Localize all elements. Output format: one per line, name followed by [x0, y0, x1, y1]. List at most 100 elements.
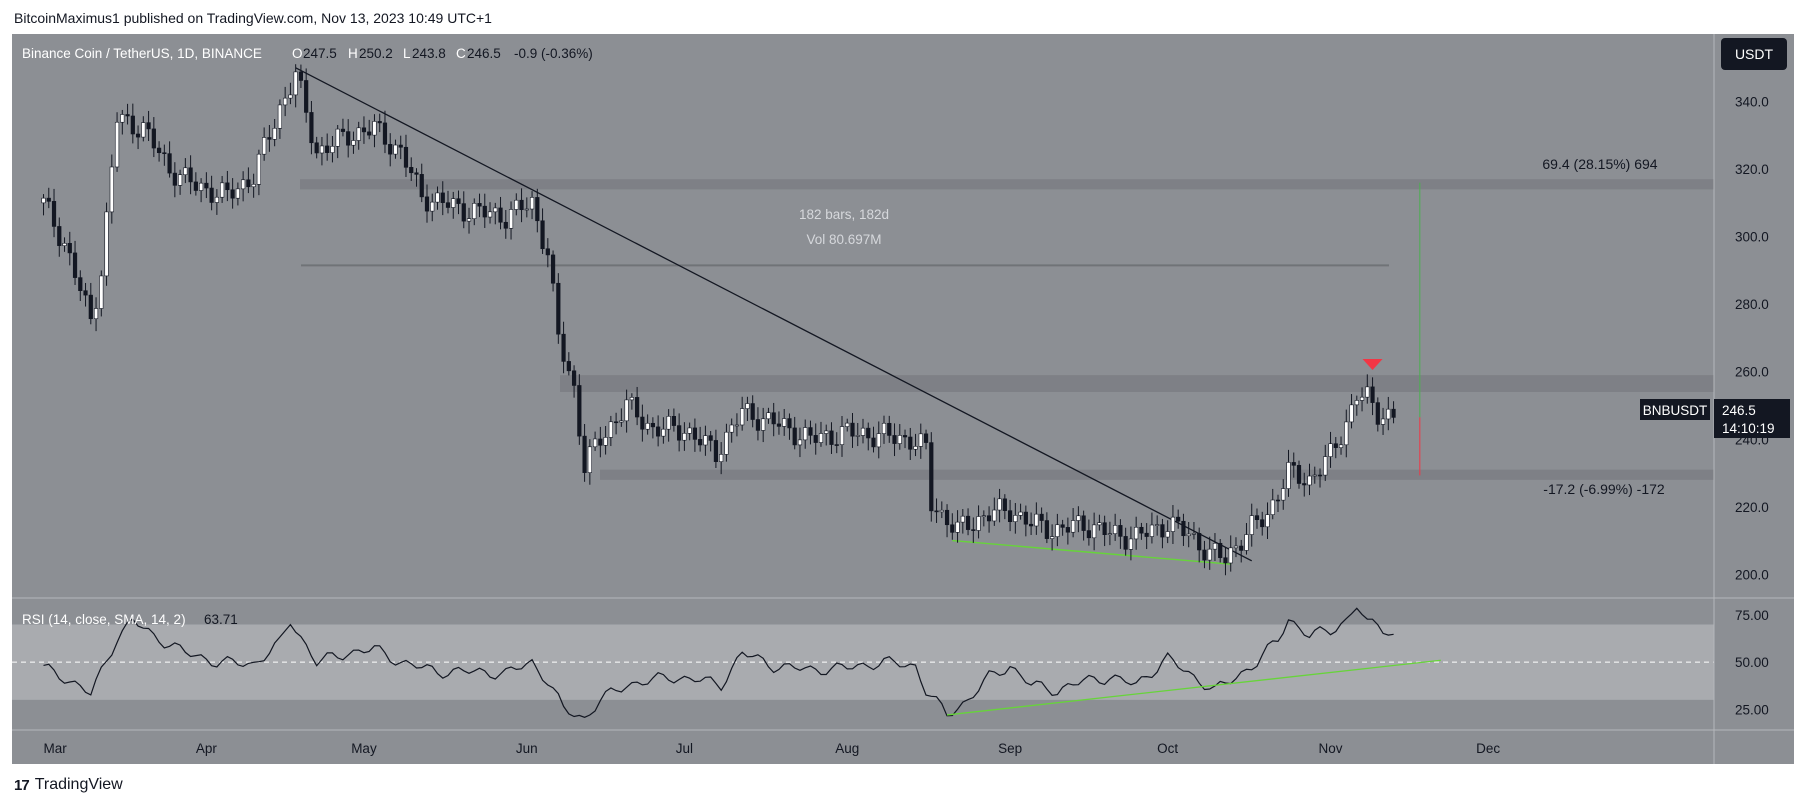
- candle: [1260, 519, 1265, 528]
- candle: [787, 418, 792, 429]
- candle: [724, 431, 729, 455]
- candle: [734, 424, 740, 427]
- price-axis-label: 280.0: [1735, 297, 1769, 312]
- price-axis-label: 300.0: [1735, 230, 1769, 245]
- legend-low-value: 243.8: [412, 46, 446, 61]
- candle: [1239, 545, 1244, 551]
- candle: [577, 385, 582, 437]
- candle: [435, 192, 440, 203]
- time-axis-label: Nov: [1319, 741, 1343, 756]
- candle: [761, 418, 766, 431]
- candle: [960, 515, 965, 523]
- candle: [829, 430, 834, 445]
- candle: [703, 435, 708, 446]
- candle: [51, 201, 57, 227]
- candle: [466, 218, 472, 222]
- candle: [1254, 515, 1260, 520]
- candle: [146, 122, 151, 130]
- footer-brand[interactable]: 17 TradingView: [14, 776, 123, 794]
- candle: [755, 419, 761, 431]
- candle: [1050, 536, 1055, 539]
- candle: [986, 515, 992, 522]
- candle: [782, 418, 787, 427]
- candle: [477, 203, 482, 207]
- candle: [587, 446, 592, 473]
- rsi-axis-label: 75.00: [1735, 608, 1769, 623]
- candle: [382, 122, 388, 145]
- candle: [309, 112, 314, 144]
- candle: [892, 435, 897, 444]
- candle: [393, 144, 398, 155]
- candle: [125, 114, 130, 117]
- candle: [713, 440, 719, 462]
- candle: [335, 128, 340, 147]
- candle: [913, 446, 918, 450]
- candle: [1002, 498, 1007, 511]
- candle: [130, 115, 135, 135]
- candle: [1207, 548, 1212, 561]
- candle: [824, 430, 829, 434]
- time-axis-label: Apr: [196, 741, 218, 756]
- candle: [661, 428, 666, 437]
- candle: [635, 397, 640, 418]
- candle: [267, 137, 272, 140]
- legend-close-value: 246.5: [467, 46, 501, 61]
- candle: [981, 515, 986, 518]
- candle: [514, 199, 519, 210]
- candle: [1034, 513, 1039, 527]
- candle: [934, 510, 939, 513]
- candle: [99, 275, 104, 309]
- candle: [1328, 443, 1333, 457]
- candle: [740, 408, 745, 426]
- candle: [1233, 545, 1239, 549]
- candle: [340, 128, 346, 132]
- candle: [929, 442, 934, 512]
- candle: [908, 436, 913, 450]
- candle: [461, 203, 466, 222]
- candle: [88, 294, 93, 320]
- candle: [1386, 408, 1391, 420]
- candle: [135, 133, 141, 138]
- candle: [204, 182, 209, 189]
- candle: [939, 509, 944, 513]
- candle: [519, 199, 524, 211]
- candle: [1165, 531, 1170, 538]
- candle: [1144, 532, 1149, 537]
- horizontal-zone: [560, 375, 1714, 392]
- candle: [1071, 520, 1076, 533]
- candle: [72, 252, 78, 278]
- candle: [839, 426, 845, 445]
- candle: [482, 205, 487, 218]
- candle: [624, 399, 629, 422]
- legend-low-label: L: [403, 46, 411, 61]
- candle: [1186, 533, 1191, 537]
- measure-down-label: -17.2 (-6.99%) -172: [1543, 481, 1665, 497]
- candle: [445, 202, 451, 208]
- currency-button[interactable]: USDT: [1721, 38, 1787, 70]
- candle: [151, 128, 156, 149]
- candle: [351, 140, 356, 146]
- candle: [923, 433, 929, 443]
- candle: [1055, 524, 1060, 537]
- candle: [1039, 513, 1044, 521]
- candle: [277, 104, 283, 129]
- candle: [1265, 514, 1270, 528]
- candle: [944, 509, 950, 526]
- time-axis-label: Sep: [998, 741, 1022, 756]
- candle: [1202, 549, 1207, 561]
- candle: [866, 427, 871, 439]
- candle: [188, 167, 193, 183]
- candle: [388, 144, 393, 155]
- candle: [582, 435, 587, 473]
- candle: [508, 209, 514, 229]
- candle: [1317, 474, 1323, 477]
- descending-trendline: [295, 67, 1253, 562]
- candle: [1097, 522, 1102, 526]
- candle: [256, 153, 261, 185]
- candle: [167, 153, 172, 174]
- candle: [272, 127, 277, 140]
- legend-high-value: 250.2: [359, 46, 393, 61]
- candle: [797, 439, 803, 446]
- candle: [992, 509, 997, 522]
